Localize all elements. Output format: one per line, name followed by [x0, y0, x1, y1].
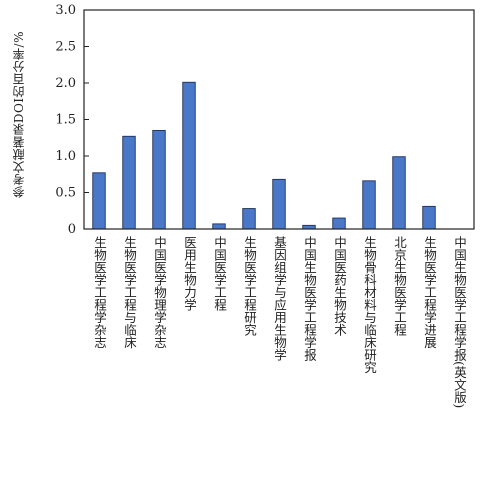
x-category-label: 中国医学物理学杂志	[152, 236, 167, 349]
y-tick-label: 2.0	[55, 76, 76, 91]
bar	[92, 172, 106, 230]
bar	[152, 129, 166, 230]
bar	[392, 156, 406, 230]
y-tick-label: 2.5	[55, 40, 76, 55]
x-category-label: 中国生物医学工程学报(英文版)	[452, 236, 467, 409]
bar	[332, 217, 346, 230]
y-tick-label: 3.0	[55, 3, 76, 18]
x-category-label: 生物医学工程学杂志	[92, 236, 107, 349]
y-tick-label: 0	[68, 222, 76, 237]
x-category-label: 生物骨科材料与临床研究	[362, 236, 377, 374]
x-category-label: 生物医学工程研究	[242, 236, 257, 336]
x-category-label: 生物医学工程与临床	[122, 236, 137, 349]
bar	[122, 135, 136, 230]
bar	[212, 223, 226, 230]
bar	[272, 178, 286, 230]
x-category-label: 生物医学工程学进展	[422, 236, 437, 349]
y-tick-label: 1.5	[55, 113, 76, 128]
y-ticks-group: 0 0.5 1.0 1.5 2.0 2.5 3.0	[55, 3, 89, 237]
x-category-label: 北京生物医学工程	[392, 236, 407, 336]
x-category-label: 中国医药生物技术	[332, 236, 347, 336]
x-category-label: 中国医学工程	[212, 236, 227, 311]
bar	[182, 81, 196, 230]
bar	[242, 208, 256, 230]
x-category-label: 基因组学与应用生物学	[272, 236, 287, 361]
y-tick-label: 1.0	[55, 149, 76, 164]
x-category-label: 中国生物医学工程学报	[302, 236, 317, 361]
x-category-label: 医用生物力学	[182, 236, 197, 311]
bar	[362, 180, 376, 230]
bars-group	[92, 81, 436, 230]
bar	[422, 205, 436, 230]
y-tick-label: 0.5	[55, 186, 76, 201]
